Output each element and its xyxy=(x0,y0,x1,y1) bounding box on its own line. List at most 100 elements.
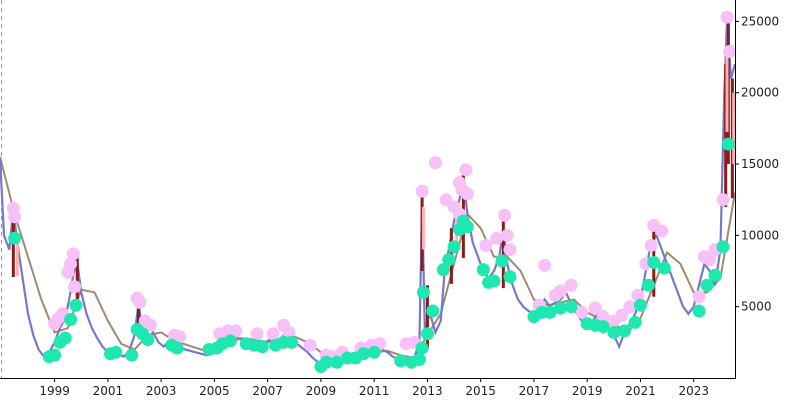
low-marker xyxy=(125,348,139,362)
low-marker xyxy=(109,345,123,359)
high-marker xyxy=(631,288,645,302)
x-tick-label: 2005 xyxy=(199,384,230,398)
low-marker xyxy=(442,253,456,267)
y-tick-label: 5000 xyxy=(741,300,772,314)
high-marker xyxy=(623,300,637,314)
high-marker xyxy=(723,44,737,58)
high-marker xyxy=(720,10,734,24)
low-marker xyxy=(141,332,155,346)
high-marker xyxy=(575,305,589,319)
x-axis-ticks: 1999 2001 2003 2005 2007 2009 2011 2013 2015 2017… xyxy=(39,378,709,398)
y-tick-label: 25000 xyxy=(741,14,779,28)
high-marker xyxy=(498,208,512,222)
high-marker xyxy=(459,163,473,177)
low-marker xyxy=(426,304,440,318)
high-marker xyxy=(266,327,280,341)
x-tick-label: 2023 xyxy=(678,384,709,398)
low-marker xyxy=(554,301,568,315)
low-marker xyxy=(487,274,501,288)
x-tick-label: 2009 xyxy=(306,384,337,398)
high-marker xyxy=(133,295,147,309)
low-marker xyxy=(657,261,671,275)
low-marker xyxy=(476,263,490,277)
high-marker xyxy=(644,238,658,252)
x-tick-label: 2013 xyxy=(412,384,443,398)
low-marker xyxy=(633,298,647,312)
low-marker xyxy=(255,340,269,354)
low-marker xyxy=(607,325,621,339)
low-marker xyxy=(58,331,72,345)
low-marker xyxy=(8,231,22,245)
low-marker xyxy=(503,270,517,284)
y-tick-label: 10000 xyxy=(741,228,779,242)
high-marker xyxy=(500,228,514,242)
low-marker xyxy=(436,263,450,277)
low-marker xyxy=(416,285,430,299)
x-tick-label: 1999 xyxy=(39,384,70,398)
low-marker xyxy=(721,137,735,151)
low-marker xyxy=(48,348,62,362)
low-marker xyxy=(285,335,299,349)
high-marker xyxy=(64,257,78,271)
high-marker xyxy=(460,187,474,201)
high-marker-layer xyxy=(6,10,737,364)
high-marker xyxy=(479,238,493,252)
high-marker xyxy=(716,193,730,207)
high-marker xyxy=(554,284,568,298)
x-tick-label: 2003 xyxy=(146,384,177,398)
high-marker xyxy=(143,318,157,332)
low-marker xyxy=(412,352,426,366)
x-tick-label: 2019 xyxy=(572,384,603,398)
high-marker xyxy=(596,310,610,324)
high-marker xyxy=(503,243,517,257)
high-marker xyxy=(428,156,442,170)
high-marker xyxy=(66,247,80,261)
low-marker xyxy=(69,298,83,312)
low-marker xyxy=(447,240,461,254)
low-marker xyxy=(617,324,631,338)
high-marker xyxy=(282,325,296,339)
high-marker xyxy=(655,224,669,238)
high-marker xyxy=(615,308,629,322)
high-marker xyxy=(68,280,82,294)
low-marker xyxy=(420,327,434,341)
low-marker xyxy=(319,355,333,369)
low-marker xyxy=(628,315,642,329)
low-marker xyxy=(460,220,474,234)
x-tick-label: 2017 xyxy=(519,384,550,398)
low-marker xyxy=(223,334,237,348)
high-marker xyxy=(538,258,552,272)
low-marker xyxy=(64,313,78,327)
x-tick-label: 2011 xyxy=(359,384,390,398)
high-marker xyxy=(490,231,504,245)
low-marker xyxy=(692,304,706,318)
low-marker xyxy=(647,255,661,269)
low-marker xyxy=(708,268,722,282)
low-marker xyxy=(641,278,655,292)
x-tick-label: 2007 xyxy=(252,384,283,398)
low-marker xyxy=(700,278,714,292)
high-marker xyxy=(173,330,187,344)
low-marker xyxy=(394,354,408,368)
low-marker xyxy=(495,254,509,268)
y-tick-label: 20000 xyxy=(741,86,779,100)
low-marker xyxy=(357,347,371,361)
high-marker xyxy=(8,210,22,224)
y-tick-label: 15000 xyxy=(741,157,779,171)
high-marker xyxy=(229,324,243,338)
low-marker xyxy=(564,300,578,314)
wick-layer xyxy=(11,21,736,349)
high-marker xyxy=(415,184,429,198)
high-marker xyxy=(692,290,706,304)
low-marker xyxy=(367,345,381,359)
x-tick-label: 2021 xyxy=(625,384,656,398)
low-marker xyxy=(415,341,429,355)
x-tick-label: 2015 xyxy=(465,384,496,398)
low-marker xyxy=(170,341,184,355)
low-marker xyxy=(716,240,730,254)
high-marker xyxy=(564,278,578,292)
high-marker xyxy=(588,301,602,315)
high-marker xyxy=(250,327,264,341)
high-marker xyxy=(703,253,717,267)
